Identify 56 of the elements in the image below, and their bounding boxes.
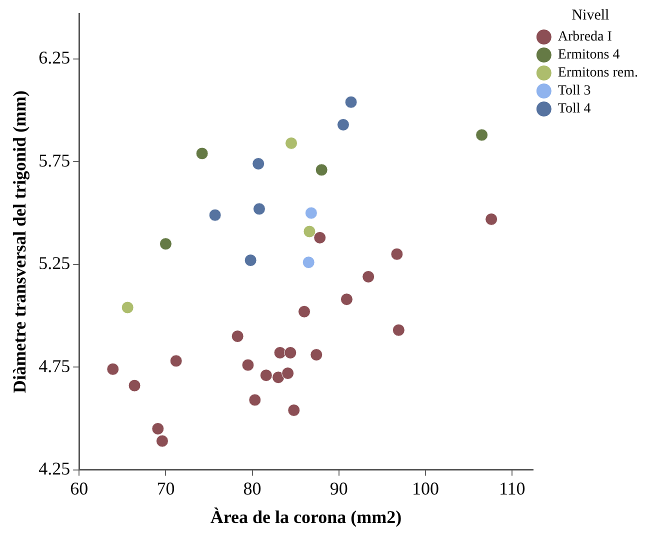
point <box>152 422 164 435</box>
point <box>156 434 168 448</box>
legend-title: Nivell <box>572 7 610 24</box>
point <box>231 330 244 343</box>
y-tick-label: 5.75 <box>38 150 70 170</box>
point <box>476 128 488 142</box>
point <box>288 404 300 416</box>
x-tick-label: 80 <box>243 478 262 498</box>
point <box>170 354 182 368</box>
point <box>248 394 262 406</box>
y-tick-label: 5.25 <box>38 253 70 274</box>
point <box>285 136 298 150</box>
y-tick-label: 4.25 <box>38 458 70 479</box>
point <box>304 206 318 220</box>
point <box>208 208 222 222</box>
point <box>344 96 358 108</box>
point <box>315 164 328 176</box>
x-tick-label: 100 <box>412 478 440 498</box>
point <box>252 157 265 170</box>
point <box>242 358 254 372</box>
point <box>159 238 172 250</box>
y-axis-title: Diàmetre transversal del trigonid (mm) <box>9 90 30 394</box>
point <box>272 371 285 384</box>
point <box>298 305 311 318</box>
point <box>274 346 286 359</box>
legend-label: Toll 3 <box>558 84 591 99</box>
point <box>106 362 120 376</box>
point <box>390 248 404 260</box>
point <box>362 270 375 283</box>
point <box>485 212 498 226</box>
point <box>340 293 353 306</box>
point <box>314 231 326 244</box>
point <box>392 324 405 336</box>
x-tick-label: 60 <box>70 478 88 498</box>
point <box>284 346 297 359</box>
point <box>302 256 315 269</box>
y-tick-label: 6.25 <box>38 48 70 68</box>
point <box>303 225 316 238</box>
point <box>310 348 323 362</box>
x-tick-label: 110 <box>498 478 526 498</box>
point <box>244 254 257 267</box>
x-axis-title: Àrea de la corona (mm2) <box>210 506 402 527</box>
point <box>336 118 350 131</box>
legend-label: Ermitons rem. <box>558 66 638 81</box>
point <box>128 379 141 392</box>
point <box>121 301 134 314</box>
y-tick-label: 4.75 <box>38 356 70 376</box>
x-tick-label: 90 <box>330 478 348 498</box>
point <box>260 369 272 382</box>
x-tick-label: 70 <box>156 478 175 498</box>
legend-label: Ermitons 4 <box>558 48 620 63</box>
legend-label: Arbreda I <box>558 30 612 45</box>
legend-label: Toll 4 <box>558 102 591 117</box>
point <box>282 367 294 380</box>
point <box>252 202 266 216</box>
point <box>196 147 208 160</box>
